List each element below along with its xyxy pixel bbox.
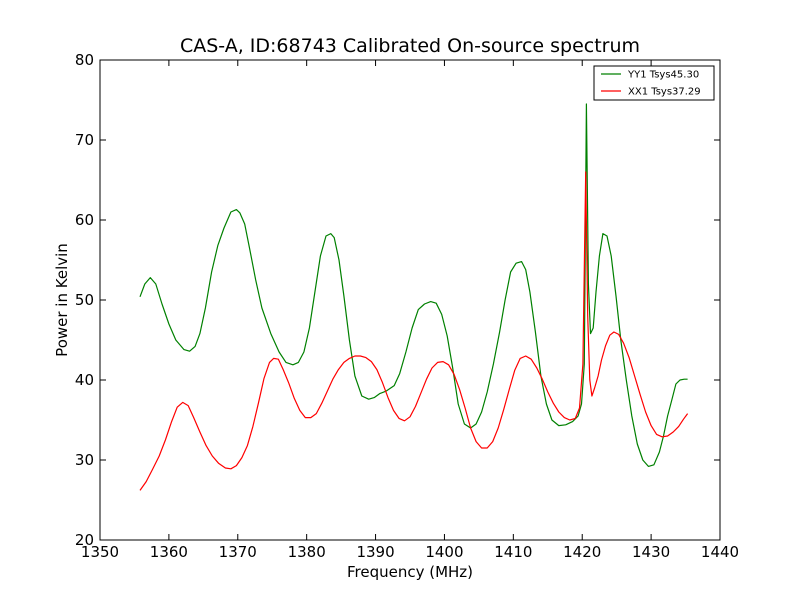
- chart-title: CAS-A, ID:68743 Calibrated On-source spe…: [180, 35, 640, 57]
- x-tick-label: 1380: [288, 543, 326, 561]
- series-line-yy1: [139, 103, 688, 467]
- x-axis-label: Frequency (MHz): [347, 563, 473, 581]
- y-tick-label: 30: [75, 451, 94, 469]
- y-tick-label: 80: [75, 51, 94, 69]
- x-tick-label: 1390: [356, 543, 394, 561]
- y-tick-label: 50: [75, 291, 94, 309]
- series-layer: [139, 103, 689, 491]
- x-tick-label: 1440: [701, 543, 739, 561]
- x-tick-label: 1370: [219, 543, 257, 561]
- y-tick-label: 60: [75, 211, 94, 229]
- plot-area: [100, 60, 720, 540]
- x-tick-label: 1400: [425, 543, 463, 561]
- axis-ticks: 1350 1360 1370 1380 1390 1400 1410 1420 1430 1440…: [75, 51, 739, 561]
- x-tick-label: 1410: [494, 543, 532, 561]
- x-tick-label: 1420: [563, 543, 601, 561]
- x-tick-label: 1430: [632, 543, 670, 561]
- y-tick-label: 40: [75, 371, 94, 389]
- y-axis-label: Power in Kelvin: [53, 243, 71, 357]
- x-tick-label: 1350: [81, 543, 119, 561]
- series-line-xx1: [139, 171, 689, 491]
- y-tick-label: 20: [75, 531, 94, 549]
- x-tick-label: 1360: [150, 543, 188, 561]
- legend-label-yy1: YY1 Tsys45.30: [627, 70, 699, 81]
- legend-label-xx1: XX1 Tsys37.29: [628, 87, 701, 98]
- legend-box: [593, 65, 715, 101]
- y-tick-label: 70: [75, 131, 94, 149]
- legend: YY1 Tsys45.30 XX1 Tsys37.29: [593, 65, 715, 101]
